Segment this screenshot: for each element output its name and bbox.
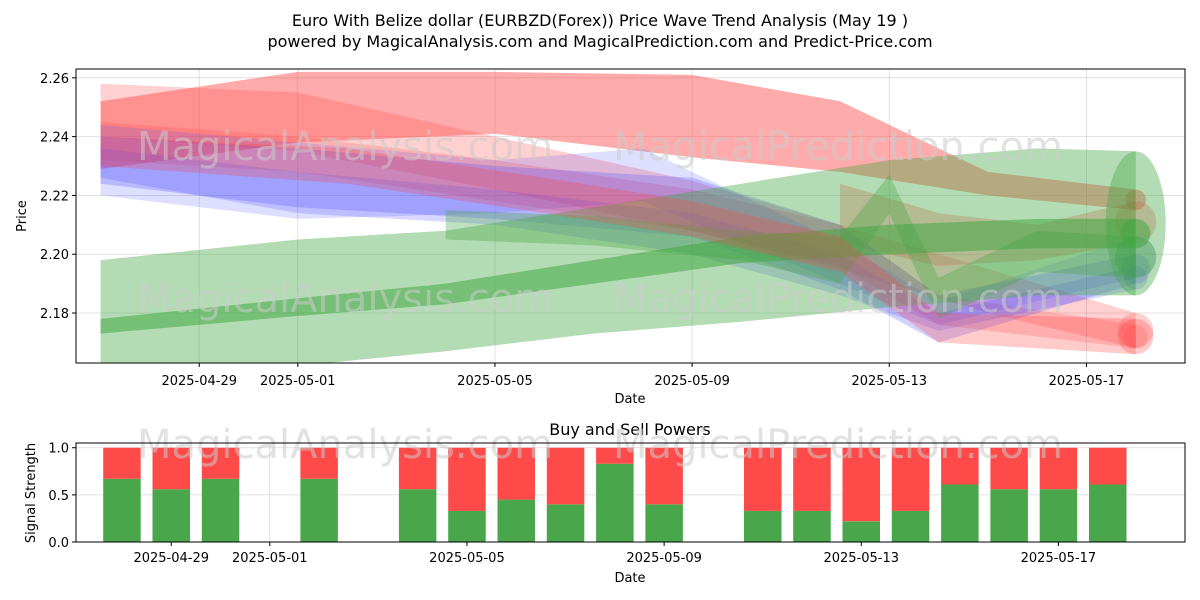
buy-bar <box>1089 484 1127 542</box>
buy-bar <box>152 489 190 542</box>
price-y-tick-label: 2.20 <box>40 248 69 263</box>
price-chart: MagicalAnalysis.com MagicalPrediction.co… <box>15 68 1186 407</box>
sell-bar <box>103 447 141 479</box>
watermark-signal-left: MagicalAnalysis.com <box>137 422 553 468</box>
price-x-tick-label: 2025-05-05 <box>457 374 533 389</box>
price-y-tick-label: 2.24 <box>40 131 69 146</box>
sell-bar <box>596 447 634 464</box>
sell-bar <box>793 447 831 511</box>
signal-y-tick-label: 0.0 <box>48 536 69 551</box>
buy-bar <box>398 489 437 542</box>
price-band-red-10 <box>100 136 1136 355</box>
watermark-right-lower: MagicalPrediction.com <box>613 276 1063 322</box>
signal-y-ticks: 0.0 0.5 1.0 <box>48 442 76 551</box>
sell-bar <box>398 447 437 490</box>
buy-bar <box>891 510 930 542</box>
buy-bar <box>793 510 831 542</box>
signal-x-tick-label: 2025-05-05 <box>429 551 505 566</box>
signal-bars <box>103 447 1127 542</box>
price-band-cap-2 <box>1123 324 1148 349</box>
price-x-tick-label: 2025-05-01 <box>260 374 336 389</box>
signal-x-ticks: 2025-04-29 2025-05-01 2025-05-05 2025-05-09… <box>133 542 1096 566</box>
sell-bar <box>448 447 486 511</box>
price-band-cap-0 <box>1125 189 1147 211</box>
signal-y-tick-label: 0.5 <box>48 489 69 504</box>
buy-bar <box>941 484 979 542</box>
price-y-ticks: 2.18 2.20 2.22 2.24 2.26 <box>40 72 76 322</box>
price-x-label: Date <box>614 392 645 407</box>
price-band-green-8 <box>100 218 1136 334</box>
sell-bar <box>990 447 1028 490</box>
signal-x-tick-label: 2025-05-01 <box>232 551 308 566</box>
sell-bar <box>744 447 782 511</box>
buy-bar <box>300 478 338 542</box>
price-band-cap-1 <box>1118 313 1154 349</box>
signal-y-label: Signal Strength <box>24 443 39 543</box>
buy-bar <box>201 478 240 542</box>
price-y-tick-label: 2.22 <box>40 189 69 204</box>
sell-bar <box>645 447 683 505</box>
buy-bar <box>744 510 782 542</box>
buy-bar <box>596 463 634 542</box>
buy-bar <box>1039 489 1078 542</box>
price-band-cap-10 <box>1118 318 1154 355</box>
watermark-left: MagicalAnalysis.com <box>137 124 553 170</box>
sell-bar <box>891 447 930 511</box>
sell-bar <box>842 447 880 522</box>
buy-bar <box>497 499 535 542</box>
watermark-right: MagicalPrediction.com <box>613 124 1063 170</box>
buy-bar <box>990 489 1028 542</box>
buy-bar <box>103 478 141 542</box>
signal-chart: Buy and Sell Powers MagicalAnalysis.com … <box>24 420 1186 586</box>
price-x-tick-label: 2025-05-13 <box>851 374 927 389</box>
price-band-green-9 <box>445 174 1136 319</box>
chart-subtitle: powered by MagicalAnalysis.com and Magic… <box>267 32 932 51</box>
price-band-red-1 <box>100 83 1136 349</box>
price-y-label: Price <box>15 200 30 232</box>
signal-plot-frame <box>75 442 1186 543</box>
price-bands <box>100 71 1166 363</box>
sell-bar <box>1039 447 1078 490</box>
price-band-blue-4 <box>100 136 1136 343</box>
buy-bar <box>546 504 585 542</box>
signal-x-label: Date <box>614 571 645 586</box>
price-y-tick-label: 2.18 <box>40 307 69 322</box>
price-band-cap-9 <box>1115 236 1157 278</box>
buy-bar <box>842 521 880 542</box>
signal-x-tick-label: 2025-05-09 <box>626 551 702 566</box>
sell-bar <box>300 447 338 479</box>
price-x-tick-label: 2025-05-09 <box>654 374 730 389</box>
sell-bar <box>201 447 240 479</box>
price-y-tick-label: 2.26 <box>40 72 69 87</box>
sell-bar <box>941 447 979 485</box>
signal-x-tick-label: 2025-05-17 <box>1021 551 1097 566</box>
signal-x-tick-label: 2025-05-13 <box>823 551 899 566</box>
watermark-signal-right: MagicalPrediction.com <box>613 422 1063 468</box>
price-band-cap-5 <box>1123 265 1148 290</box>
watermark-left-lower: MagicalAnalysis.com <box>137 276 553 322</box>
chart-title: Euro With Belize dollar (EURBZD(Forex)) … <box>292 11 908 30</box>
price-band-red-0 <box>100 71 1136 211</box>
signal-x-tick-label: 2025-04-29 <box>133 551 209 566</box>
price-band-blue-6 <box>100 124 1136 325</box>
sell-bar <box>497 447 535 500</box>
price-band-cap-8 <box>1121 218 1151 249</box>
signal-chart-title: Buy and Sell Powers <box>549 420 711 439</box>
sell-bar <box>1089 447 1127 485</box>
price-plot-frame <box>75 68 1186 364</box>
price-x-tick-label: 2025-05-17 <box>1049 374 1125 389</box>
price-band-cap-4 <box>1121 254 1151 284</box>
buy-bar <box>448 510 486 542</box>
price-x-tick-label: 2025-04-29 <box>161 374 237 389</box>
sell-bar <box>152 447 190 490</box>
buy-bar <box>645 504 683 542</box>
price-x-ticks: 2025-04-29 2025-05-01 2025-05-05 2025-05-09… <box>161 363 1124 389</box>
sell-bar <box>546 447 585 505</box>
signal-y-tick-label: 1.0 <box>48 442 69 457</box>
price-band-blue-5 <box>100 148 1136 331</box>
price-band-red-2 <box>100 121 1136 349</box>
